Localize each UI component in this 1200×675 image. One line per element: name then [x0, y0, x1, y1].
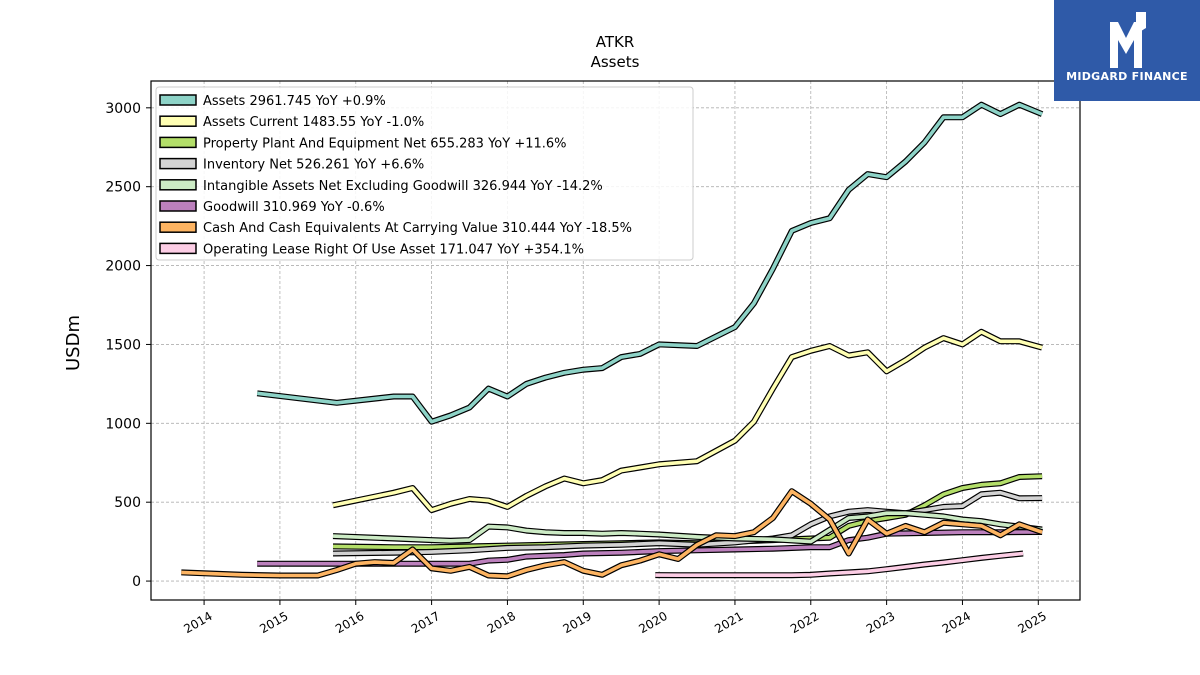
- y-tick-label: 3000: [105, 101, 141, 117]
- series-line: [332, 490, 1043, 556]
- legend-box: [155, 86, 694, 261]
- x-tick-label: 2023: [864, 609, 897, 636]
- brand-name: MIDGARD FINANCE: [1066, 70, 1188, 83]
- x-tick-label: 2022: [788, 609, 821, 636]
- y-axis-label: USDm: [63, 315, 84, 371]
- plot-frame: [150, 80, 1081, 601]
- x-tick-label: 2015: [257, 609, 290, 636]
- series-line: [332, 329, 1043, 512]
- series-lines: [181, 101, 1044, 580]
- legend-swatch: [159, 221, 197, 233]
- x-tick-label: 2018: [485, 609, 518, 636]
- legend: Assets 2961.745 YoY +0.9% Assets Current …: [155, 86, 694, 261]
- series-line: [332, 511, 1043, 544]
- x-tick-label: 2020: [636, 609, 669, 636]
- x-tick-label: 2019: [561, 609, 594, 636]
- legend-label: Goodwill 310.969 YoY -0.6%: [203, 200, 385, 215]
- x-tick-label: 2016: [333, 609, 366, 636]
- series-line: [655, 551, 1024, 578]
- legend-label: Cash And Cash Equivalents At Carrying Va…: [203, 221, 632, 236]
- legend-swatch: [159, 136, 197, 149]
- legend-swatch: [159, 157, 197, 170]
- x-tick-label: 2014: [181, 609, 214, 636]
- midgard-logo-icon: [1110, 12, 1146, 68]
- legend-swatch: [159, 179, 197, 191]
- legend-label: Inventory Net 526.261 YoY +6.6%: [203, 158, 424, 173]
- x-tick-label: 2025: [1016, 609, 1049, 636]
- legend-label: Intangible Assets Net Excluding Goodwill…: [203, 179, 603, 194]
- legend-label: Property Plant And Equipment Net 655.283…: [203, 136, 567, 151]
- legend-swatch: [159, 94, 197, 106]
- legend-swatch: [159, 242, 197, 255]
- legend-swatch: [159, 115, 197, 127]
- y-tick-label: 2000: [105, 259, 141, 275]
- chart-subtitle: Assets: [591, 53, 640, 71]
- y-tick-label: 1500: [105, 337, 141, 353]
- x-tick-label: 2021: [712, 609, 745, 636]
- y-tick-label: 1000: [105, 416, 141, 432]
- series-line: [256, 102, 1043, 424]
- legend-label: Assets 2961.745 YoY +0.9%: [203, 94, 386, 109]
- legend-swatch: [159, 200, 197, 212]
- brand-logo-box: MIDGARD FINANCE: [1054, 0, 1200, 101]
- x-tick-label: 2017: [409, 609, 442, 636]
- y-tick-label: 0: [132, 574, 141, 590]
- legend-label: Assets Current 1483.55 YoY -1.0%: [203, 115, 424, 130]
- x-tick-label: 2024: [940, 609, 973, 636]
- series-line: [181, 489, 1043, 579]
- y-tick-label: 500: [114, 495, 141, 511]
- chart-title: ATKR: [596, 33, 635, 51]
- y-tick-label: 2500: [105, 180, 141, 196]
- legend-label: Operating Lease Right Of Use Asset 171.0…: [203, 242, 584, 257]
